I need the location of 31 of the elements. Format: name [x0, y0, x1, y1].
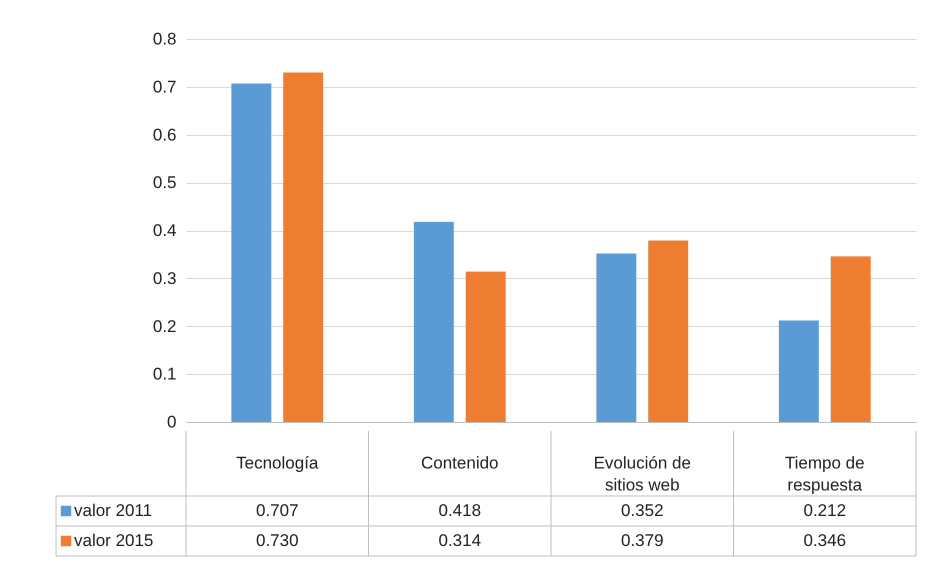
legend-label: valor 2011: [74, 501, 152, 520]
y-tick-label: 0.4: [152, 221, 176, 240]
bar: [830, 256, 871, 422]
y-tick-label: 0.7: [152, 77, 176, 96]
bar: [414, 222, 454, 422]
data-label: 0.212: [803, 501, 846, 520]
bar: [648, 240, 688, 422]
x-tick-label: Contenido: [420, 454, 499, 472]
data-label: 0.730: [256, 531, 299, 550]
bar: [466, 272, 506, 422]
y-tick-label: 0.8: [152, 30, 176, 48]
y-tick-label: 0.1: [152, 364, 176, 384]
y-tick-label: 0.6: [152, 125, 176, 144]
y-tick-label: 0.5: [152, 173, 176, 192]
data-label: 0.352: [620, 501, 664, 520]
y-tick-label: 0: [167, 412, 176, 432]
legend-label: valor 2015: [74, 531, 154, 550]
y-tick-label: 0.3: [152, 268, 176, 288]
x-tick-label: Tiempo de respuesta: [784, 454, 865, 494]
data-label: 0.418: [438, 501, 482, 520]
bar: [778, 320, 819, 422]
bar: [283, 72, 324, 422]
x-tick-label: Evolución de sitios web: [594, 454, 691, 494]
data-label: 0.707: [256, 501, 299, 520]
y-tick-label: 0.2: [152, 316, 176, 336]
bar: [596, 253, 636, 422]
bar: [231, 84, 272, 422]
data-label: 0.346: [803, 531, 846, 550]
data-label: 0.314: [438, 531, 482, 550]
data-label: 0.379: [620, 531, 664, 550]
x-tick-label: Tecnología: [236, 454, 319, 472]
